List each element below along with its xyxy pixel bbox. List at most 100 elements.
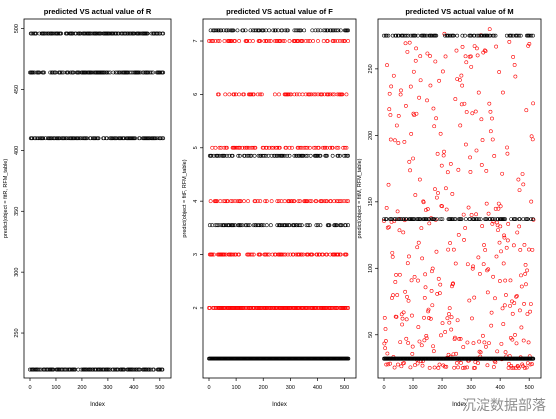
data-point-actual xyxy=(531,217,536,222)
data-point-actual xyxy=(485,268,489,273)
data-point-actual xyxy=(442,364,447,369)
data-point-actual xyxy=(496,228,500,233)
data-point-actual xyxy=(446,352,451,357)
data-point-actual xyxy=(468,54,473,59)
data-point-actual xyxy=(472,295,477,300)
data-point-actual xyxy=(497,240,502,245)
data-point xyxy=(123,31,128,36)
x-axis-label: Index xyxy=(90,402,105,408)
data-point-actual xyxy=(491,274,495,279)
data-point-actual xyxy=(437,362,442,367)
data-point-actual xyxy=(453,261,458,266)
data-point-actual xyxy=(400,316,405,321)
data-point-actual xyxy=(422,338,427,343)
data-point-predicted xyxy=(216,223,221,228)
data-point-predicted xyxy=(386,33,391,38)
data-point-actual xyxy=(490,116,494,121)
data-point-actual xyxy=(413,193,418,197)
data-point-actual xyxy=(483,49,488,53)
data-point-actual xyxy=(229,199,233,204)
data-point-predicted xyxy=(343,153,348,158)
data-point-actual xyxy=(290,145,294,150)
data-point-actual xyxy=(522,243,527,247)
data-point-actual xyxy=(431,344,435,349)
data-point-actual xyxy=(499,249,503,254)
data-point-actual xyxy=(524,282,528,287)
data-point-actual xyxy=(513,332,517,337)
data-point-actual xyxy=(462,365,467,370)
data-point-actual xyxy=(427,221,432,226)
data-point-actual xyxy=(323,145,328,150)
data-point-actual xyxy=(504,245,509,250)
data-point-predicted xyxy=(434,33,439,38)
data-point-actual xyxy=(253,199,258,204)
data-point-predicted xyxy=(404,33,409,38)
data-point-actual xyxy=(397,272,402,277)
data-point-actual xyxy=(436,365,441,370)
data-point xyxy=(60,70,64,75)
y-tick-label: 7 xyxy=(193,39,199,42)
data-point-actual xyxy=(476,255,481,260)
data-point xyxy=(126,31,131,36)
data-point-predicted xyxy=(485,33,490,38)
data-point-actual xyxy=(402,361,406,365)
data-point-actual xyxy=(459,361,463,365)
data-point-predicted xyxy=(314,223,319,228)
data-point-actual xyxy=(478,350,483,355)
data-point-actual xyxy=(246,199,250,204)
data-point-actual xyxy=(410,351,415,356)
data-point-actual xyxy=(383,327,388,331)
data-point-actual xyxy=(433,187,437,192)
data-point-actual xyxy=(521,182,526,187)
data-point-actual xyxy=(397,228,402,233)
data-point-actual xyxy=(494,254,499,259)
data-point-actual xyxy=(320,145,325,150)
y-tick-label: 50 xyxy=(368,332,374,338)
data-point-actual xyxy=(487,27,492,32)
data-point xyxy=(62,136,67,141)
data-point-actual xyxy=(393,280,398,284)
x-tick-label: 100 xyxy=(408,385,417,391)
data-point-actual xyxy=(405,294,409,299)
data-point-actual xyxy=(258,92,263,97)
data-point-actual xyxy=(237,252,241,257)
data-point-predicted xyxy=(424,217,429,222)
data-point-actual xyxy=(294,92,299,97)
data-point-predicted xyxy=(503,217,507,222)
data-point-predicted xyxy=(286,28,290,33)
data-point-actual xyxy=(307,145,312,150)
data-point-predicted xyxy=(396,217,401,222)
data-point-actual xyxy=(528,302,533,306)
data-point-actual xyxy=(383,346,388,351)
data-point-actual xyxy=(510,299,514,304)
data-point-actual xyxy=(315,252,320,257)
data-point-actual xyxy=(255,92,260,97)
data-point-actual xyxy=(523,272,528,276)
data-point-predicted xyxy=(463,217,468,222)
data-point-actual xyxy=(437,78,442,83)
data-point-actual xyxy=(245,39,250,43)
y-tick-label: 6 xyxy=(193,93,199,96)
data-point-actual xyxy=(454,351,459,356)
data-point-predicted xyxy=(478,217,483,222)
data-point-actual xyxy=(464,60,469,65)
data-point-predicted xyxy=(472,33,477,38)
data-point-actual xyxy=(242,145,247,150)
data-point-predicted xyxy=(298,223,303,228)
data-point-actual xyxy=(434,249,439,254)
data-point-predicted xyxy=(301,153,306,158)
y-tick-label: 350 xyxy=(14,207,20,216)
x-tick-label: 300 xyxy=(103,385,112,391)
data-point-actual xyxy=(272,39,277,43)
data-point-actual xyxy=(263,199,268,204)
data-point-actual xyxy=(216,39,220,43)
data-point xyxy=(37,367,42,372)
data-point-actual xyxy=(398,92,403,97)
data-point-actual xyxy=(441,153,446,158)
data-point-actual xyxy=(313,92,318,97)
data-point-actual xyxy=(470,266,475,271)
data-point-actual xyxy=(299,252,304,257)
data-point-actual xyxy=(438,282,443,287)
data-point-actual xyxy=(434,195,439,200)
data-point-actual xyxy=(456,167,461,172)
